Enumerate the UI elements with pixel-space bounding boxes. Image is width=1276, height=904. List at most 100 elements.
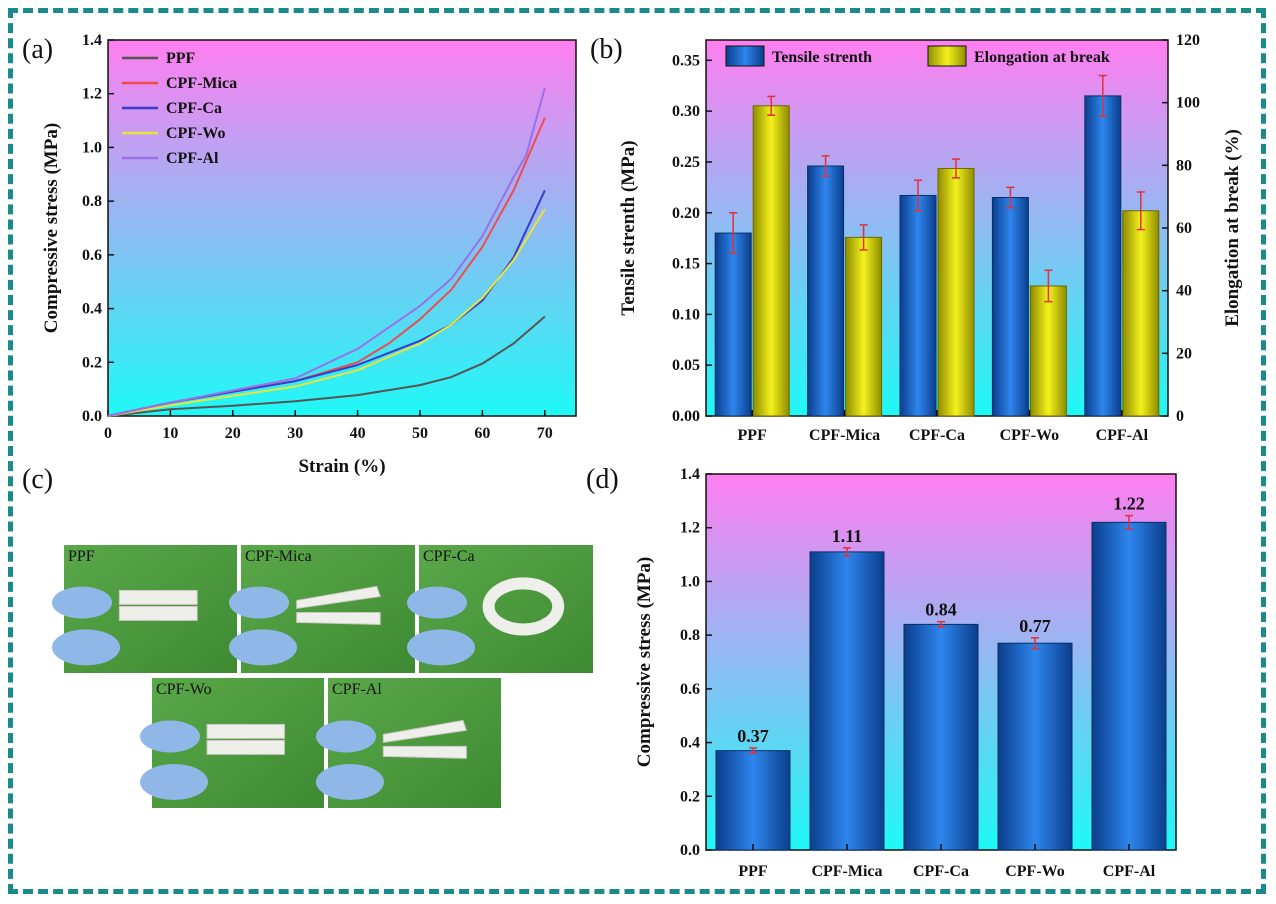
- panel-c-photos: (c) PPF CPF-Mica CPF-Ca CPF-Wo CPF-Al: [22, 464, 593, 808]
- bar-elongation-cpf-mica: [845, 236, 883, 417]
- bar-elongation-ppf: [752, 105, 790, 417]
- foam-strip: [382, 745, 467, 759]
- x-tick-label: 10: [162, 425, 178, 442]
- foam-strip: [382, 719, 468, 743]
- panel-a-line-chart: (a) 0.0 0.2 0.4 0.6 0.8 1.0 1.2 1.4 0 10 20 30 40 50…: [22, 32, 577, 477]
- photo-label: CPF-Al: [332, 681, 382, 698]
- photo-label: CPF-Ca: [423, 548, 475, 565]
- x-tick-label: 20: [225, 425, 241, 442]
- bar-elongation-cpf-wo: [1029, 285, 1067, 417]
- left-tick-label: 0.10: [672, 306, 700, 323]
- glove-finger-shape: [52, 629, 120, 666]
- y-tick-label: 1.2: [680, 520, 700, 537]
- glove-finger-shape: [229, 629, 297, 666]
- panel-a-series-lines: [107, 88, 546, 417]
- panel-d-x-ticks: PPF CPF-Mica CPF-Ca CPF-Wo CPF-Al: [738, 844, 1156, 880]
- right-tick-label: 120: [1176, 32, 1200, 49]
- panel-b-letter: (b): [590, 34, 623, 65]
- glove-finger-shape: [140, 764, 208, 800]
- panel-b-bars: [714, 74, 1160, 417]
- right-tick-label: 100: [1176, 95, 1200, 112]
- x-tick-label: CPF-Mica: [811, 863, 882, 880]
- right-tick-label: 80: [1176, 157, 1192, 174]
- glove-finger-shape: [407, 586, 467, 619]
- panel-d-letter: (d): [586, 464, 619, 495]
- right-tick-label: 40: [1176, 283, 1192, 300]
- panel-a-letter: (a): [22, 34, 53, 65]
- bar-ppf: [715, 750, 791, 851]
- glove-finger-shape: [229, 586, 289, 619]
- glove-finger-shape: [316, 764, 384, 800]
- series-line-cpf-al: [107, 88, 546, 417]
- panel-a-y-ticks: 0.0 0.2 0.4 0.6 0.8 1.0 1.2 1.4: [82, 32, 114, 425]
- left-tick-label: 0.15: [672, 256, 700, 273]
- x-tick-label: CPF-Wo: [1005, 863, 1065, 880]
- panel-a-plot-area: [107, 39, 577, 417]
- bar-elongation-cpf-al: [1122, 210, 1160, 417]
- x-tick-label: CPF-Ca: [909, 427, 965, 444]
- right-tick-label: 60: [1176, 220, 1192, 237]
- y-tick-label: 0.2: [680, 788, 700, 805]
- left-tick-label: 0.00: [672, 408, 700, 425]
- photo-cpf-mica: CPF-Mica: [229, 545, 415, 673]
- foam-strip: [118, 589, 198, 605]
- y-tick-label: 0.4: [680, 735, 700, 752]
- y-tick-label: 1.2: [82, 86, 102, 103]
- legend-label-cpf-wo: CPF-Wo: [166, 125, 226, 142]
- x-tick-label: 30: [287, 425, 303, 442]
- right-tick-label: 0: [1176, 408, 1184, 425]
- photo-cpf-ca: CPF-Ca: [407, 545, 593, 673]
- y-tick-label: 0.2: [82, 354, 102, 371]
- panel-a-x-label: Strain (%): [298, 456, 385, 477]
- panel-b-legend: Tensile strenth Elongation at break: [725, 45, 1110, 67]
- x-tick-label: PPF: [738, 427, 768, 444]
- x-tick-label: 0: [104, 425, 112, 442]
- bar-cpf-ca: [903, 623, 979, 851]
- left-tick-label: 0.30: [672, 103, 700, 120]
- data-label-cpf-wo: 0.77: [1019, 616, 1051, 636]
- foam-strip: [296, 585, 381, 610]
- data-label-cpf-ca: 0.84: [925, 600, 957, 620]
- legend-elongation-swatch: [927, 45, 967, 67]
- panel-b-bar-chart: (b) 0.00 0.05 0.10 0.15 0.20 0.25 0.30 0.35 0 20…: [590, 32, 1243, 444]
- y-tick-label: 1.4: [680, 466, 700, 483]
- y-tick-label: 0.0: [680, 842, 700, 859]
- series-line-ppf: [107, 315, 546, 417]
- legend-label-cpf-ca: CPF-Ca: [166, 100, 222, 117]
- y-tick-label: 1.0: [82, 139, 102, 156]
- panel-d-y-label: Compressive stress (MPa): [634, 557, 655, 767]
- legend-label-cpf-mica: CPF-Mica: [166, 75, 237, 92]
- panel-b-x-ticks: PPF CPF-Mica CPF-Ca CPF-Wo CPF-Al: [738, 410, 1149, 444]
- foam-strip: [118, 605, 198, 621]
- data-label-cpf-al: 1.22: [1113, 494, 1145, 514]
- bar-cpf-wo: [997, 642, 1073, 851]
- left-tick-label: 0.20: [672, 205, 700, 222]
- x-tick-label: CPF-Ca: [913, 863, 969, 880]
- foam-strip: [296, 611, 381, 625]
- panel-a-legend: PPF CPF-Mica CPF-Ca CPF-Wo CPF-Al: [122, 50, 237, 167]
- glove-finger-shape: [316, 720, 376, 753]
- panel-d-bars: 0.37 1.11 0.84 0.77 1.22: [715, 494, 1167, 851]
- glove-finger-shape: [140, 720, 200, 753]
- y-tick-label: 0.8: [82, 193, 102, 210]
- x-tick-label: CPF-Wo: [1000, 427, 1060, 444]
- data-label-cpf-mica: 1.11: [832, 526, 863, 546]
- y-tick-label: 0.6: [82, 247, 102, 264]
- x-tick-label: 40: [350, 425, 366, 442]
- bar-tensile-cpf-wo: [991, 197, 1029, 417]
- photo-label: CPF-Mica: [245, 548, 312, 565]
- legend-elongation-label: Elongation at break: [974, 49, 1110, 66]
- foam-loop: [482, 577, 565, 636]
- foam-strip: [206, 723, 285, 739]
- bar-elongation-cpf-ca: [937, 167, 975, 417]
- x-tick-label: CPF-Al: [1096, 427, 1149, 444]
- x-tick-label: PPF: [738, 863, 768, 880]
- panel-b-y2-label: Elongation at break (%): [1222, 129, 1243, 327]
- series-line-cpf-wo: [107, 208, 546, 417]
- photo-label: CPF-Wo: [156, 681, 212, 698]
- photo-label: PPF: [68, 548, 95, 565]
- x-tick-label: 70: [537, 425, 553, 442]
- y-tick-label: 0.8: [680, 627, 700, 644]
- legend-label-ppf: PPF: [166, 50, 196, 67]
